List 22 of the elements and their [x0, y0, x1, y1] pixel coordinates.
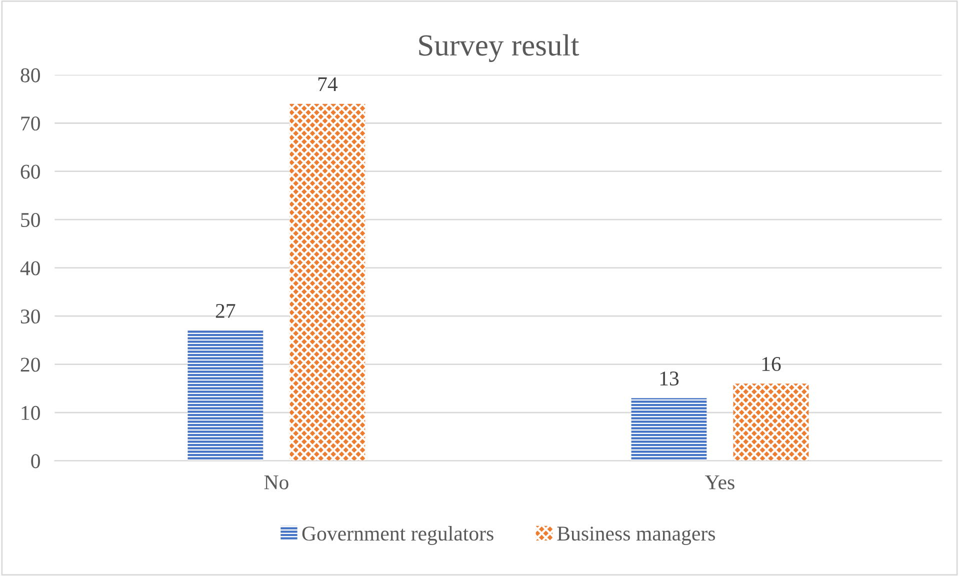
bar	[631, 398, 707, 461]
y-tick-label: 80	[20, 68, 40, 82]
x-tick-label: No	[264, 476, 288, 490]
legend-label: Government regulators	[302, 526, 494, 545]
chart-title: Survey result	[419, 34, 580, 62]
y-tick-label: 40	[20, 261, 40, 276]
y-tick-label: 30	[20, 309, 40, 324]
y-tick-label: 50	[21, 212, 40, 228]
data-label: 13	[660, 372, 679, 386]
bar	[290, 104, 366, 461]
y-tick-label: 10	[22, 406, 40, 420]
data-label: 74	[318, 77, 338, 92]
data-label: 16	[762, 357, 781, 372]
legend-label: Business managers	[557, 526, 715, 545]
bar	[188, 330, 264, 461]
y-tick-label: 0	[31, 454, 40, 468]
y-tick-label: 20	[20, 358, 40, 372]
y-tick-label: 60	[20, 164, 40, 179]
data-label: 27	[216, 304, 236, 318]
y-tick-label: 70	[21, 116, 40, 131]
bar	[733, 384, 809, 461]
x-tick-label: Yes	[705, 476, 734, 490]
